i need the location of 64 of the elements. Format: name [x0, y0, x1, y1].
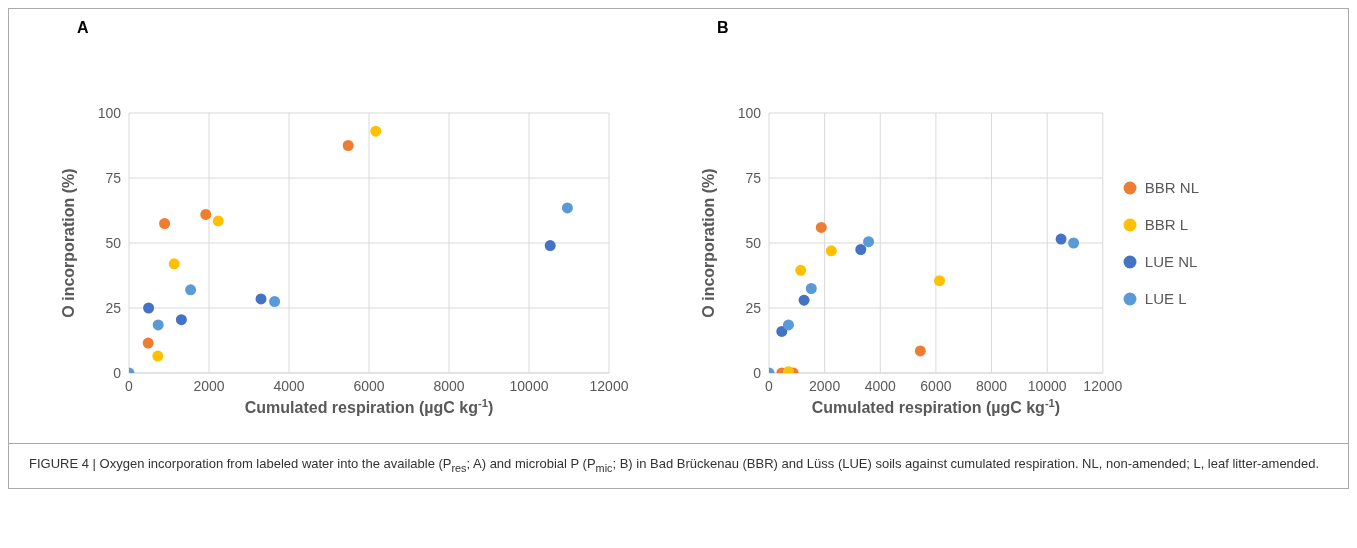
- y-tick-label: 25: [105, 299, 122, 316]
- point: [200, 208, 212, 220]
- point: [914, 345, 926, 357]
- point: [782, 319, 794, 331]
- point: [212, 215, 224, 227]
- point: [561, 202, 573, 214]
- point: [805, 283, 817, 294]
- point: [142, 337, 154, 349]
- point: [370, 125, 382, 137]
- x-tick-label: 0: [125, 377, 134, 394]
- x-tick-label: 2000: [193, 377, 225, 394]
- x-tick-label: 6000: [920, 377, 952, 394]
- point: [863, 236, 875, 248]
- x-tick-label: 2000: [809, 377, 841, 394]
- y-axis-title: O incorporation (%): [60, 168, 77, 318]
- y-tick-label: 25: [745, 299, 762, 316]
- point: [159, 218, 171, 229]
- legend-label: BBR L: [1144, 216, 1189, 233]
- point: [152, 350, 164, 362]
- x-tick-label: 0: [765, 377, 774, 394]
- y-tick-label: 100: [97, 104, 122, 121]
- x-tick-label: 12000: [589, 377, 629, 394]
- x-tick-label: 10000: [509, 377, 549, 394]
- x-tick-label: 6000: [353, 377, 385, 394]
- point: [168, 258, 180, 270]
- point: [255, 293, 267, 305]
- point: [825, 245, 837, 257]
- point: [798, 294, 810, 306]
- point: [269, 296, 281, 307]
- point: [185, 284, 197, 296]
- point: [855, 244, 867, 255]
- chart-title: A: [77, 19, 90, 38]
- chart-title: B: [717, 19, 730, 38]
- legend-label: LUE NL: [1144, 253, 1198, 270]
- y-tick-label: 0: [753, 364, 762, 381]
- y-tick-label: 75: [745, 169, 762, 186]
- point: [152, 319, 164, 331]
- point: [1068, 237, 1080, 249]
- point: [544, 240, 556, 252]
- legend-label: LUE L: [1144, 290, 1187, 307]
- y-tick-label: 100: [737, 104, 762, 121]
- x-tick-label: 12000: [1083, 377, 1123, 394]
- point: [175, 314, 187, 326]
- x-axis-title: Cumulated respiration (µgC kg$^{-1}$): [244, 397, 494, 416]
- x-tick-label: 4000: [273, 377, 305, 394]
- y-tick-label: 50: [745, 234, 762, 251]
- y-tick-label: 75: [105, 169, 122, 186]
- legend-label: BBR NL: [1144, 179, 1199, 196]
- x-axis-title: Cumulated respiration (µgC kg$^{-1}$): [811, 397, 1061, 416]
- x-tick-label: 10000: [1027, 377, 1067, 394]
- y-tick-label: 0: [113, 364, 122, 381]
- x-tick-label: 8000: [433, 377, 465, 394]
- y-tick-label: 50: [105, 234, 122, 251]
- point: [342, 140, 354, 151]
- x-tick-label: 4000: [864, 377, 897, 394]
- point: [143, 302, 155, 314]
- y-axis-title: O incorporation (%): [700, 168, 717, 318]
- point: [815, 221, 827, 233]
- x-tick-label: 8000: [975, 377, 1008, 394]
- point: [934, 275, 946, 287]
- point: [1055, 233, 1067, 245]
- point: [776, 325, 788, 337]
- caption: FIGURE 4 | Oxygen incorporation from labeled water into the available (P$_{res}$; A) and microbial P (P$_{mic}$; B) in Bad Brückenau (BBR) and Lüss (LUE) soils against cumulated respiration. NL, non-amended; L, leaf litter-amended.: [29, 455, 1321, 476]
- point: [795, 264, 807, 276]
